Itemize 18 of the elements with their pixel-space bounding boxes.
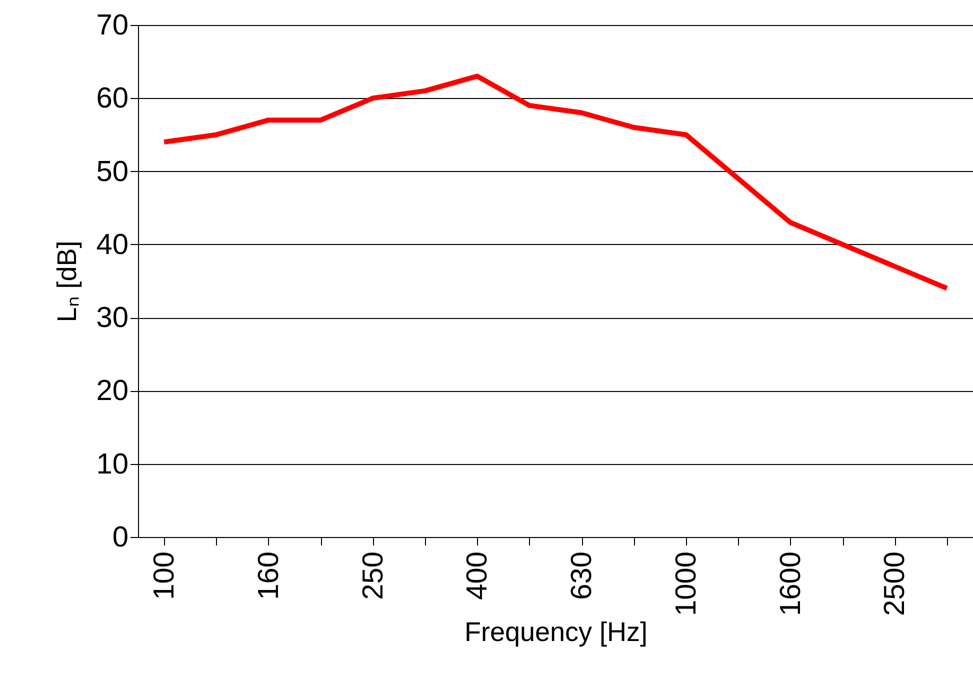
x-tick-label: 100 [148, 552, 181, 600]
x-axis-title: Frequency [Hz] [464, 617, 648, 648]
y-tick-label: 0 [112, 522, 128, 554]
x-tick-label: 630 [566, 552, 598, 600]
x-tick-label: 1600 [774, 552, 807, 616]
y-tick-label: 10 [96, 448, 128, 480]
y-tick-label: 20 [96, 375, 128, 408]
y-tick-label: 40 [96, 228, 128, 261]
y-tick-label: 30 [96, 302, 128, 334]
x-tick-label: 2500 [879, 552, 912, 616]
x-tick-label: 400 [462, 552, 494, 600]
y-tick-label: 50 [96, 156, 128, 188]
y-tick-label: 70 [96, 10, 128, 42]
x-tick-label: 250 [357, 552, 390, 600]
x-tick-label: 160 [252, 552, 285, 600]
x-tick-label: 1000 [670, 552, 702, 616]
y-tick-label: 60 [96, 82, 128, 115]
y-axis-title: Lₙ [dB] [52, 240, 82, 322]
